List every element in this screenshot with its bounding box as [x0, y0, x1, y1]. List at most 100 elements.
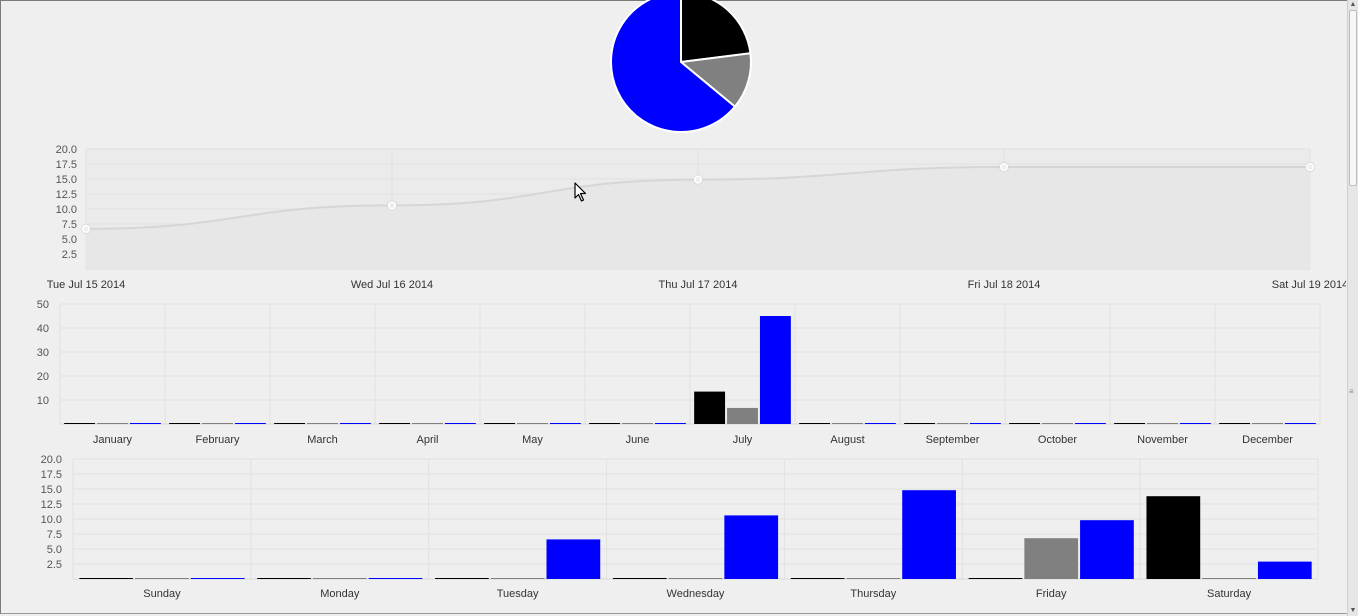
y-tick-label: 5.0 [47, 544, 62, 556]
bar [1252, 423, 1283, 424]
y-tick-label: 7.5 [62, 219, 77, 231]
bar [546, 539, 601, 579]
bar [1042, 423, 1073, 424]
data-point [999, 162, 1009, 172]
bar [759, 316, 791, 424]
y-tick-label: 5.0 [62, 234, 77, 246]
x-tick-label: Fri Jul 18 2014 [968, 279, 1041, 291]
bar [724, 515, 779, 579]
x-tick-label: Tue Jul 15 2014 [47, 279, 125, 291]
bar [169, 423, 201, 424]
x-tick-label: December [1242, 434, 1293, 446]
bar [864, 423, 896, 424]
bar [694, 391, 726, 424]
bar [799, 423, 831, 424]
x-tick-label: Thu Jul 17 2014 [659, 279, 738, 291]
vertical-scrollbar[interactable]: ▲ ≡ ▼ [1347, 0, 1358, 616]
y-tick-label: 2.5 [62, 249, 77, 261]
y-tick-label: 20 [37, 371, 49, 383]
y-tick-label: 15.0 [41, 484, 62, 496]
bar [339, 423, 371, 424]
scrollbar-thumb[interactable] [1349, 10, 1357, 186]
scroll-down-arrow-icon[interactable]: ▼ [1349, 607, 1357, 614]
bar [969, 423, 1001, 424]
resize-grip-icon[interactable]: ≡ [1349, 387, 1354, 396]
bar [274, 423, 306, 424]
bar [190, 578, 245, 579]
x-tick-label: July [733, 434, 753, 446]
bar [79, 578, 134, 579]
weekday-bar-chart: 20.0 17.5 15.0 12.5 10.0 7.5 5.0 2.5 Sunday Monda… [41, 454, 1319, 600]
y-tick-label: 15.0 [56, 174, 77, 186]
y-tick-label: 12.5 [56, 189, 77, 201]
area-fill [86, 167, 1310, 269]
pie-slice [680, 0, 752, 64]
bar [490, 578, 545, 579]
bar [202, 423, 233, 424]
x-tick-label: Monday [320, 588, 360, 600]
data-point-outline [81, 223, 91, 234]
pie-slice [678, 52, 752, 109]
bar [612, 578, 667, 579]
x-tick-label: September [926, 434, 980, 446]
bar [135, 578, 189, 579]
monthly-bar-chart: 50 40 30 20 10 January February March April May Ju… [37, 299, 1321, 446]
bar [64, 423, 96, 424]
bar [904, 423, 936, 424]
bar [312, 578, 367, 579]
bar [654, 423, 686, 424]
y-tick-label: 17.5 [56, 159, 77, 171]
y-tick-label: 2.5 [47, 559, 62, 571]
x-tick-label: Wednesday [667, 588, 725, 600]
bar [1080, 520, 1134, 579]
data-point [387, 201, 397, 210]
y-tick-label: 10 [37, 395, 49, 407]
bar [129, 423, 161, 424]
y-tick-label: 40 [37, 323, 49, 335]
x-tick-label: Wed Jul 16 2014 [351, 279, 433, 291]
bar [549, 423, 581, 424]
bar [727, 407, 758, 424]
y-tick-label: 10.0 [41, 514, 62, 526]
bar [1146, 496, 1201, 579]
bar [902, 490, 956, 579]
bar [307, 423, 338, 424]
y-tick-label: 7.5 [47, 529, 62, 541]
x-tick-label: November [1137, 434, 1188, 446]
bar [1179, 423, 1211, 424]
y-tick-label: 30 [37, 347, 49, 359]
bar [368, 578, 423, 579]
bar [1257, 561, 1312, 579]
bar [379, 423, 411, 424]
bar [846, 578, 901, 579]
mouse-pointer-icon [574, 182, 587, 202]
bar [1114, 423, 1146, 424]
bar [832, 423, 863, 424]
x-tick-label: May [522, 434, 543, 446]
bar [668, 578, 723, 579]
bar [1202, 578, 1256, 579]
x-tick-label: Thursday [850, 588, 896, 600]
x-tick-label: October [1038, 434, 1077, 446]
x-tick-label: Friday [1036, 588, 1067, 600]
bar [412, 423, 443, 424]
bar [790, 578, 845, 579]
bar [1147, 423, 1178, 424]
x-tick-label: August [830, 434, 864, 446]
data-point-outline [999, 162, 1009, 172]
scroll-up-arrow-icon[interactable]: ▲ [1349, 1, 1357, 8]
bar [257, 578, 311, 579]
pie-slice [610, 0, 737, 133]
bar [589, 423, 621, 424]
data-point-outline [387, 200, 397, 211]
x-tick-label: Sat Jul 19 2014 [1272, 279, 1346, 291]
x-tick-label: Sunday [143, 588, 181, 600]
data-point-outline [693, 174, 703, 185]
x-tick-label: June [626, 434, 650, 446]
bar [968, 578, 1023, 579]
x-tick-label: February [195, 434, 240, 446]
data-point [693, 175, 703, 184]
y-tick-label: 50 [37, 299, 49, 311]
x-tick-label: March [307, 434, 338, 446]
y-tick-label: 20.0 [56, 144, 77, 156]
